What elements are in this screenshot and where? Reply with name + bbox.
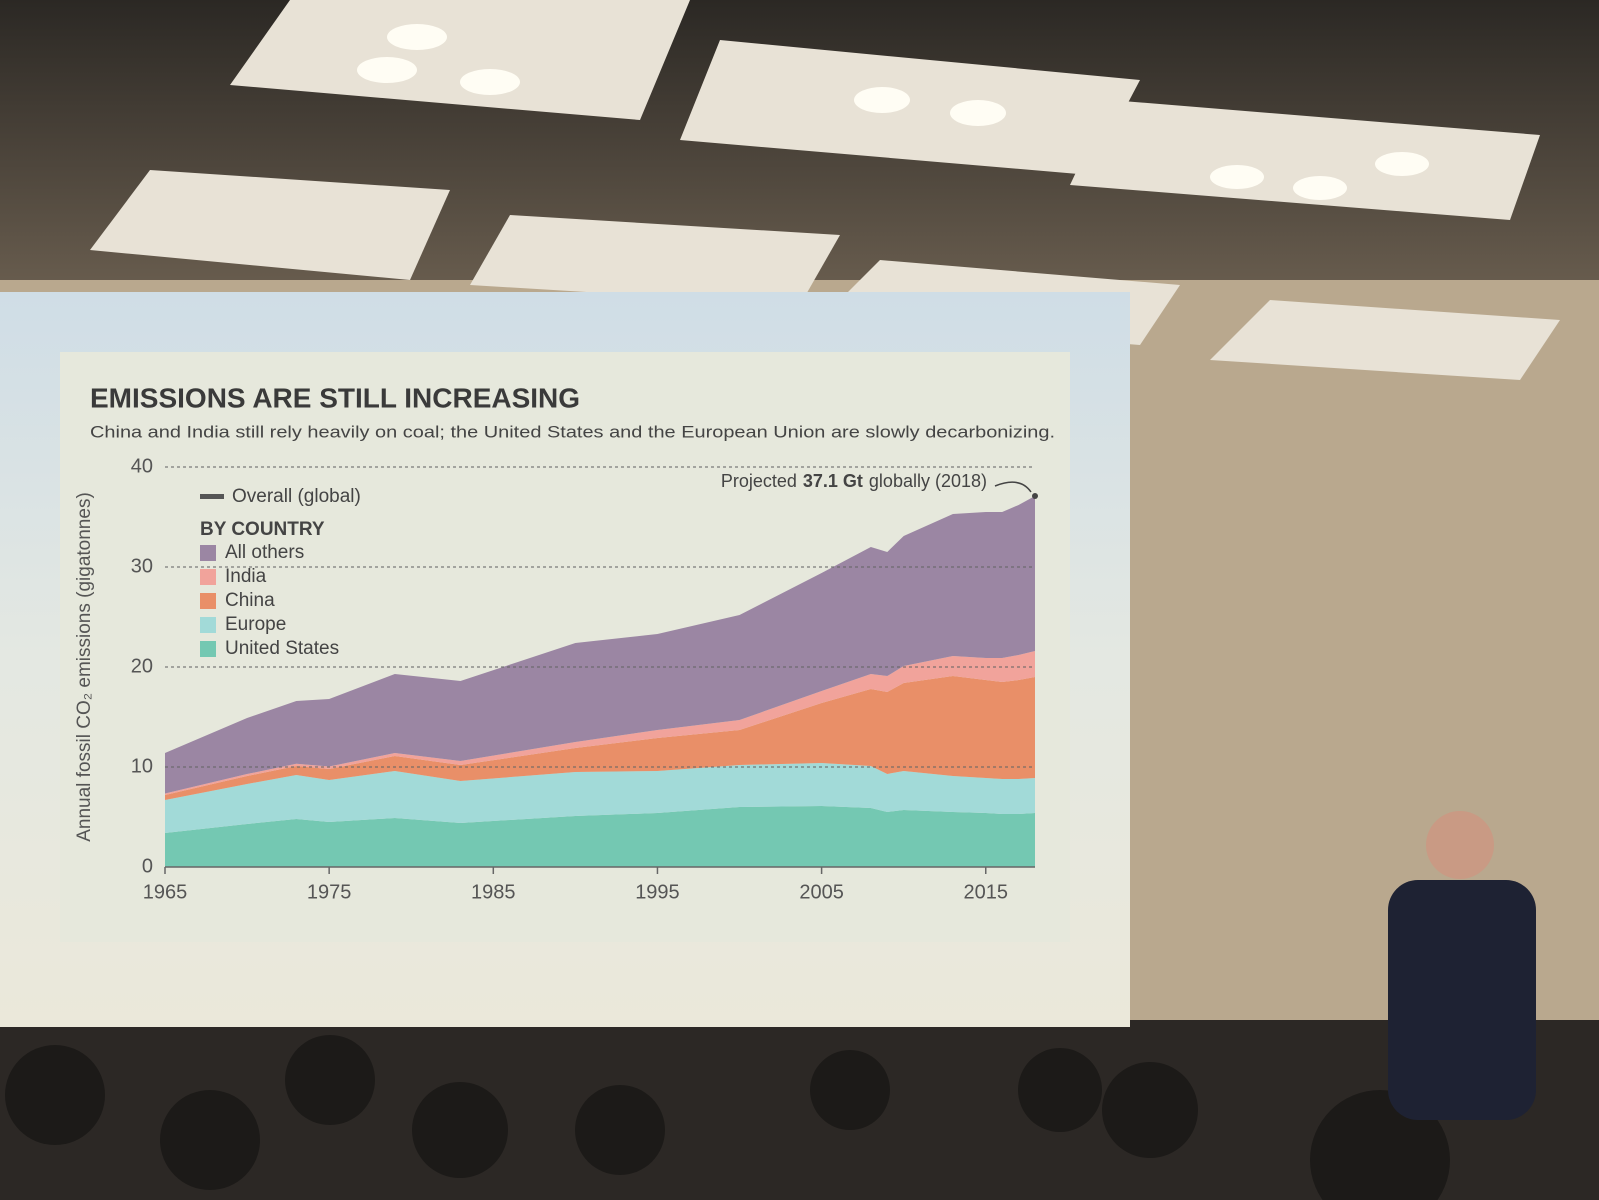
- legend-label: All others: [225, 542, 304, 563]
- y-tick-label: 40: [131, 455, 153, 477]
- y-tick-label: 30: [131, 555, 153, 577]
- y-tick-label: 10: [131, 755, 153, 777]
- x-tick-label: 2015: [964, 881, 1009, 903]
- overall-legend: Overall (global): [232, 486, 361, 507]
- annotation-arrow: [994, 481, 1032, 493]
- legend-heading: BY COUNTRY: [200, 519, 325, 540]
- legend-label: Europe: [225, 614, 286, 635]
- legend-swatch: [200, 593, 216, 609]
- ceiling-lights: [357, 24, 1429, 200]
- x-tick-label: 2005: [799, 881, 844, 903]
- legend-label: China: [225, 590, 275, 611]
- area: [165, 806, 1035, 867]
- area: [165, 496, 1035, 794]
- speaker: [1388, 811, 1536, 1120]
- legend-swatch: [200, 617, 216, 633]
- y-tick-label: 0: [142, 855, 153, 877]
- area: [165, 763, 1035, 833]
- annotation-after: globally (2018): [869, 471, 987, 491]
- legend-label: India: [225, 566, 267, 587]
- annotation-value: 37.1 Gt: [803, 471, 863, 491]
- chart-subtitle: China and India still rely heavily on co…: [90, 422, 1055, 441]
- annotation-before: Projected: [721, 471, 797, 491]
- area: [165, 651, 1035, 795]
- annotation-point: [1032, 493, 1038, 499]
- x-tick-label: 1995: [635, 881, 680, 903]
- x-tick-label: 1975: [307, 881, 352, 903]
- legend-swatch: [200, 545, 216, 561]
- audience: [5, 1035, 1450, 1200]
- x-tick-label: 1985: [471, 881, 516, 903]
- overall-swatch: [200, 494, 224, 499]
- legend-label: United States: [225, 638, 339, 659]
- area: [165, 676, 1035, 800]
- y-axis-label: Annual fossil CO₂ emissions (gigatonnes): [74, 492, 95, 842]
- x-tick-label: 1965: [143, 881, 188, 903]
- legend-swatch: [200, 641, 216, 657]
- legend-swatch: [200, 569, 216, 585]
- ceiling-panels: [90, 0, 1560, 380]
- chart-title: EMISSIONS ARE STILL INCREASING: [90, 382, 580, 413]
- y-tick-label: 20: [131, 655, 153, 677]
- annotation: Projected 37.1 Gt globally (2018): [721, 471, 987, 491]
